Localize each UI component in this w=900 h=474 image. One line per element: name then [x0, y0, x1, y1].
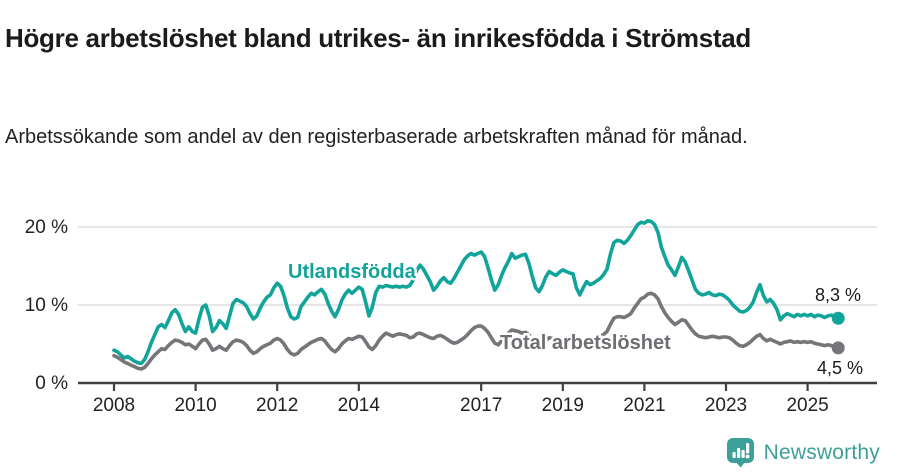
- y-axis-tick-label: 20 %: [25, 217, 68, 238]
- page-title: Högre arbetslöshet bland utrikes- än inr…: [5, 23, 751, 54]
- newsworthy-brand-text: Newsworthy: [763, 440, 880, 464]
- x-axis-tick-label: 2008: [93, 395, 135, 416]
- y-axis-tick-label: 0 %: [35, 373, 68, 394]
- total-end-value: 4,5 %: [817, 358, 863, 378]
- y-axis-tick-label: 10 %: [25, 295, 68, 316]
- x-axis-tick-label: 2010: [174, 395, 216, 416]
- total-end-dot: [831, 341, 845, 355]
- foreign-born-series-label: Utlandsfödda: [288, 261, 417, 283]
- total-series-label: Total arbetslöshet: [500, 332, 671, 354]
- x-axis-tick-label: 2017: [460, 395, 502, 416]
- newsworthy-logo[interactable]: Newsworthy: [726, 437, 880, 468]
- x-axis-tick-label: 2023: [705, 395, 747, 416]
- x-axis-tick-label: 2014: [338, 395, 381, 416]
- newsworthy-logo-icon: [726, 438, 754, 468]
- foreign-born-end-dot: [831, 311, 845, 325]
- x-axis-tick-label: 2012: [256, 395, 298, 416]
- chart-subtitle: Arbetssökande som andel av den registerb…: [5, 126, 748, 148]
- total-unemployment-line: [112, 291, 841, 371]
- foreign-born-end-value: 8,3 %: [815, 285, 861, 305]
- x-axis-tick-label: 2025: [786, 395, 828, 416]
- x-axis-tick-label: 2019: [542, 395, 584, 416]
- x-axis-tick-label: 2021: [623, 395, 665, 416]
- foreign-born-line: [112, 219, 841, 366]
